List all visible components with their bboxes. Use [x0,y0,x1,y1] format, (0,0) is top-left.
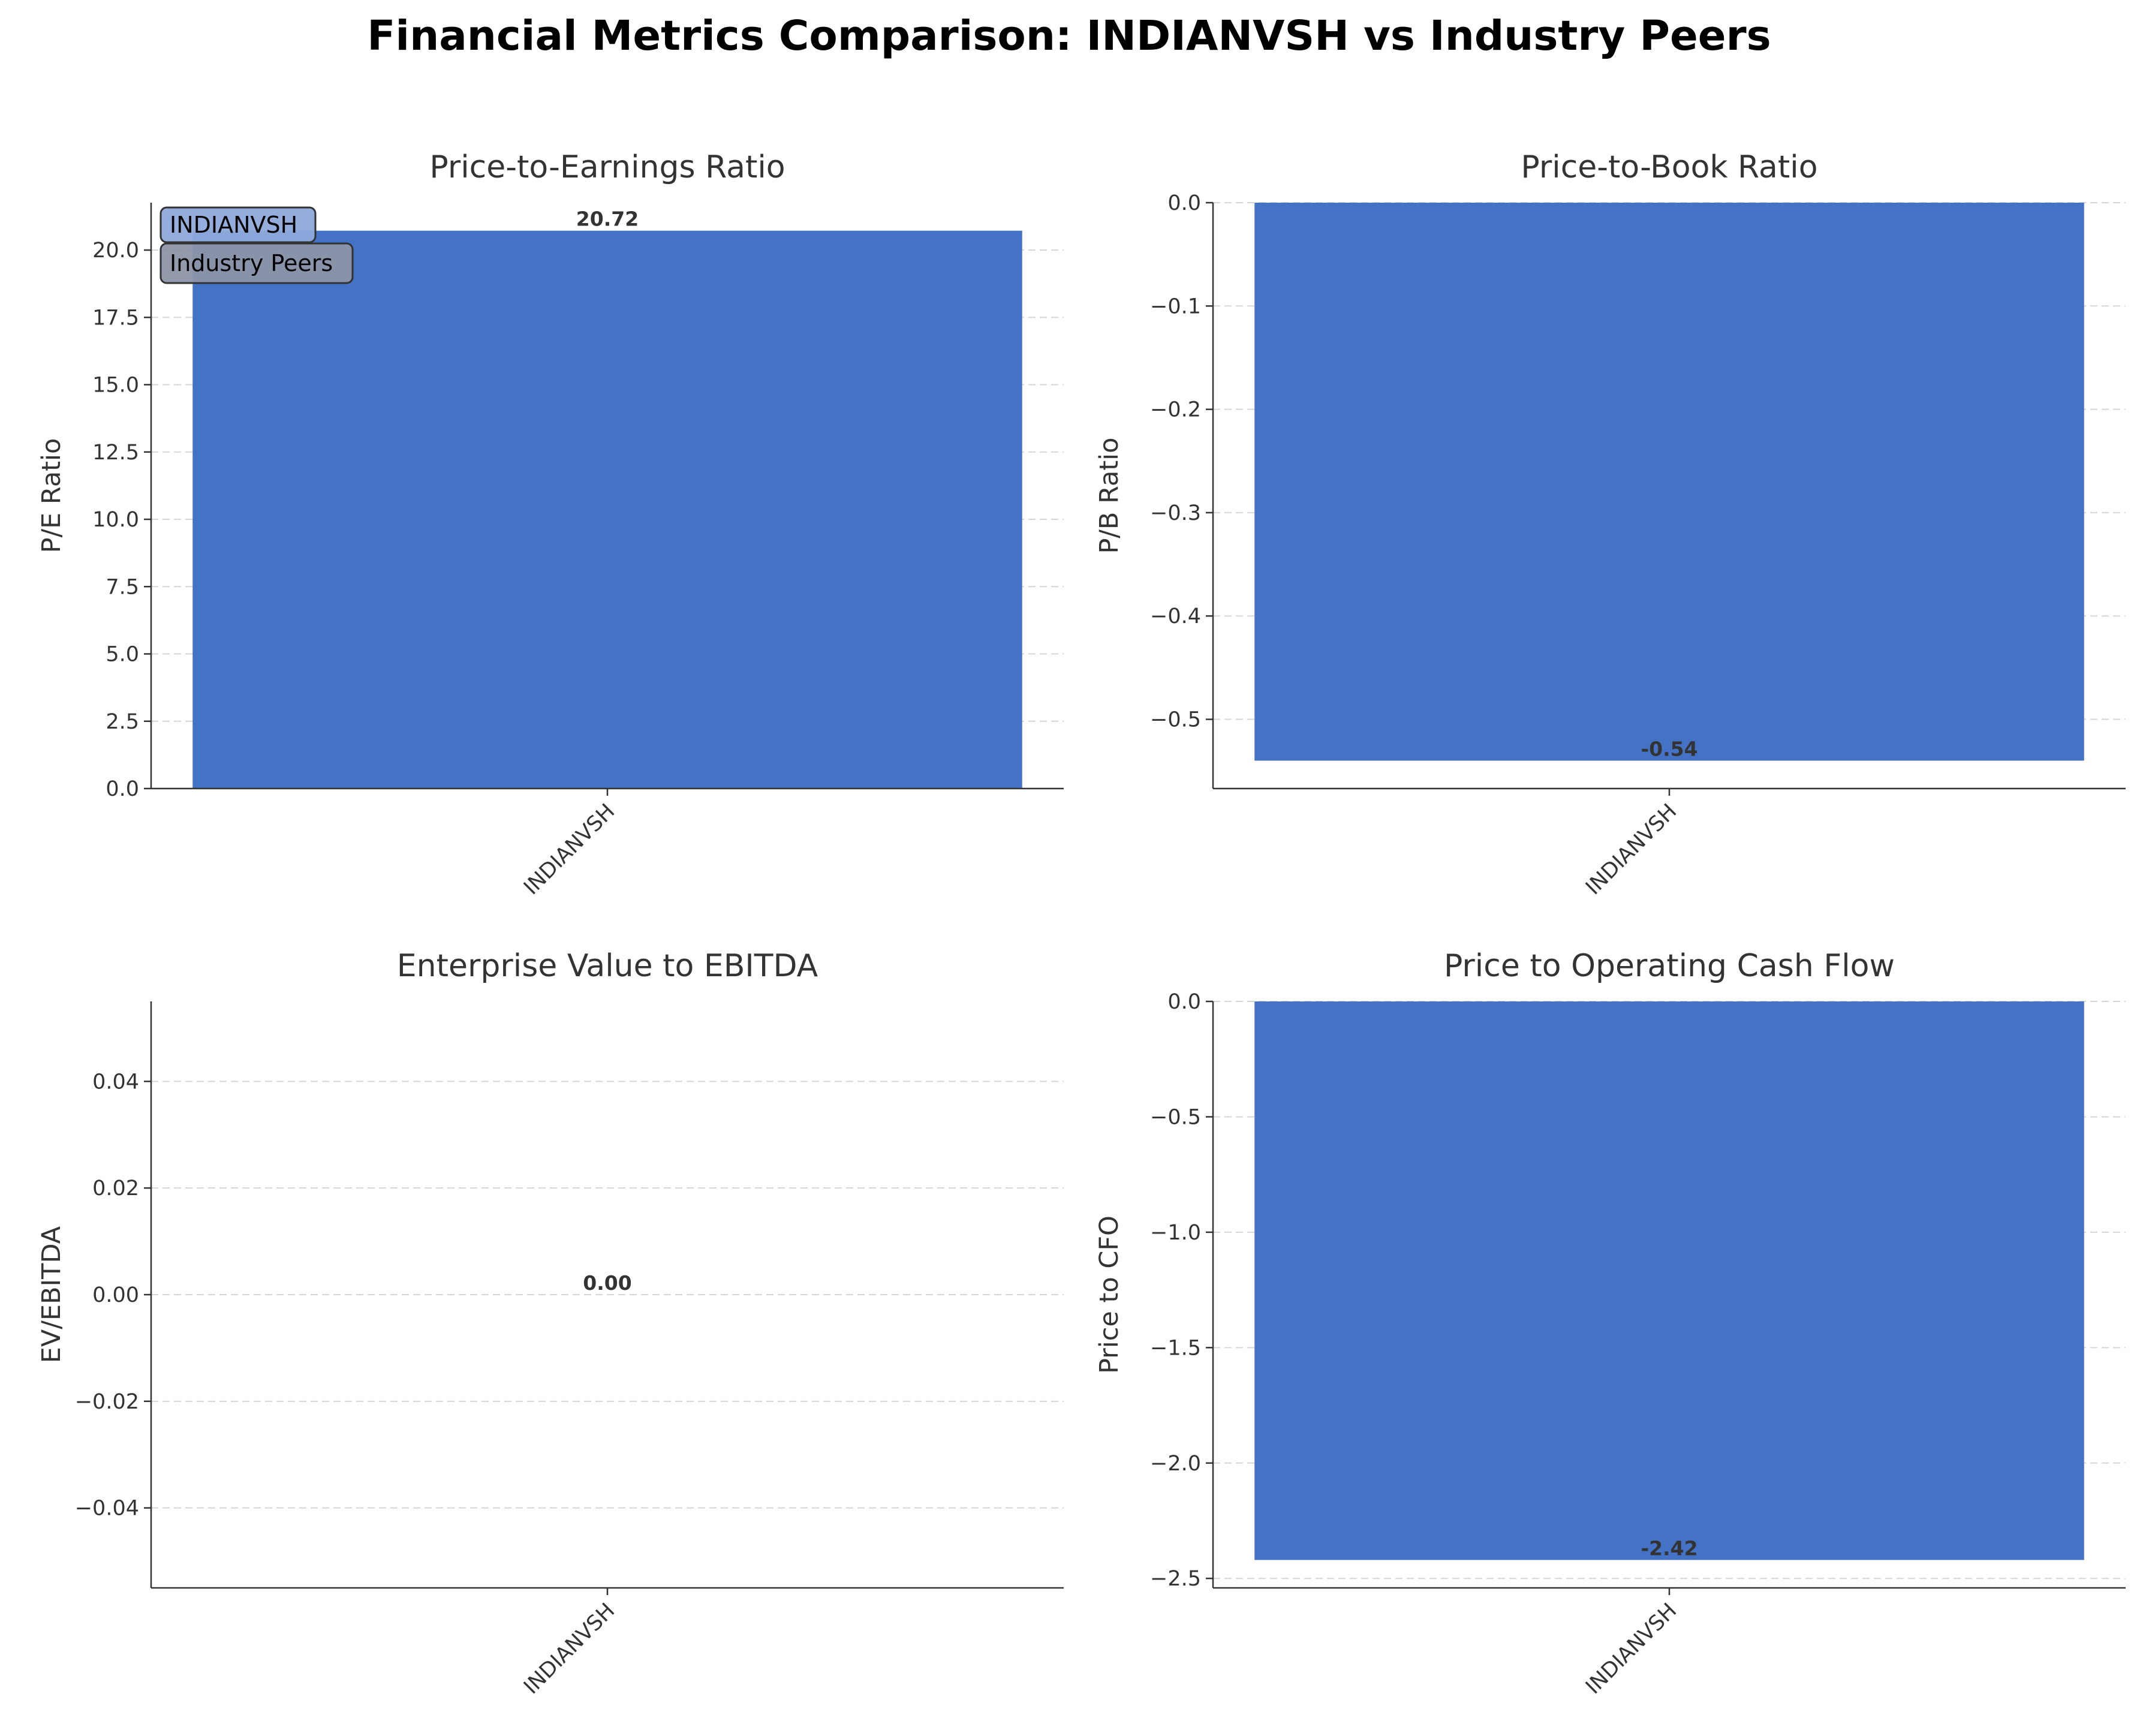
subplot-grid: 0.0 2.5 5.0 7.5 10.0 12.5 15.0 17.5 20.0 20.72 IND… [37,149,2126,1699]
subplot-title: Enterprise Value to EBITDA [397,948,818,984]
x-tick-label: INDIANVSH [1581,799,1681,899]
bar-indianvsh [192,230,1022,789]
y-tick-label: −0.04 [75,1497,139,1521]
subplot-3: 0.04 0.02 0.00 −0.02 −0.04 0.00 INDIANVSH Enter… [37,948,1064,1699]
y-axis-label: P/B Ratio [1094,438,1124,554]
y-tick-label: −0.2 [1150,398,1201,422]
bar-indianvsh [1254,203,2084,761]
y-tick-label: −1.0 [1150,1221,1201,1245]
y-tick-label: 0.0 [1167,191,1201,215]
y-axis-label: P/E Ratio [37,438,67,553]
y-tick-label: 0.02 [92,1177,139,1201]
legend-label: INDIANVSH [170,212,297,238]
bar-value-label: 20.72 [576,207,639,231]
y-tick-label: −0.1 [1150,294,1201,318]
subplot-title: Price to Operating Cash Flow [1444,948,1895,984]
y-axis-label: Price to CFO [1094,1215,1124,1374]
y-tick-label: 12.5 [92,441,139,465]
y-tick-label: −2.5 [1150,1567,1201,1591]
legend-box [159,242,354,284]
y-tick-label: −0.5 [1150,1105,1201,1129]
y-tick-label: 20.0 [92,239,139,263]
x-tick-label: INDIANVSH [519,1599,619,1699]
y-tick-label: −0.3 [1150,501,1201,525]
subplot-title: Price-to-Book Ratio [1521,149,1817,185]
subplot-1: 0.0 2.5 5.0 7.5 10.0 12.5 15.0 17.5 20.0 20.72 IND… [37,149,1064,899]
y-tick-label: 2.5 [106,710,139,734]
y-tick-label: 15.0 [92,374,139,398]
y-tick-label: 0.0 [106,777,139,801]
y-tick-label: 17.5 [92,306,139,330]
bar-value-label: -0.54 [1641,737,1697,760]
legend: INDIANVSH Industry Peers [159,206,354,284]
y-tick-label: 0.0 [1167,990,1201,1014]
y-tick-label: −2.0 [1150,1452,1201,1476]
subplot-4: 0.0 −0.5 −1.0 −1.5 −2.0 −2.5 -2.42 INDIANVSH Pri… [1094,948,2126,1699]
bar-value-label: -2.42 [1641,1536,1697,1560]
y-tick-label: 10.0 [92,508,139,532]
y-tick-label: −0.4 [1150,604,1201,628]
y-tick-label: −0.5 [1150,708,1201,732]
x-tick-label: INDIANVSH [1581,1599,1681,1699]
bar-value-label: 0.00 [583,1271,631,1295]
y-tick-label: 5.0 [106,643,139,667]
figure-title: Financial Metrics Comparison: INDIANVSH … [367,12,1771,60]
legend-label: Industry Peers [170,250,333,276]
y-tick-label: −0.02 [75,1390,139,1414]
x-tick-label: INDIANVSH [519,799,619,899]
bar-indianvsh [1254,1001,2084,1560]
subplot-2: 0.0 −0.1 −0.2 −0.3 −0.4 −0.5 -0.54 INDIANVSH Pri… [1094,149,2126,899]
y-tick-label: 0.04 [92,1070,139,1094]
subplot-title: Price-to-Earnings Ratio [429,149,785,185]
y-tick-label: 0.00 [92,1283,139,1307]
y-tick-label: 7.5 [106,575,139,599]
legend-box [159,206,317,243]
y-axis-label: EV/EBITDA [37,1226,67,1363]
y-tick-label: −1.5 [1150,1336,1201,1360]
